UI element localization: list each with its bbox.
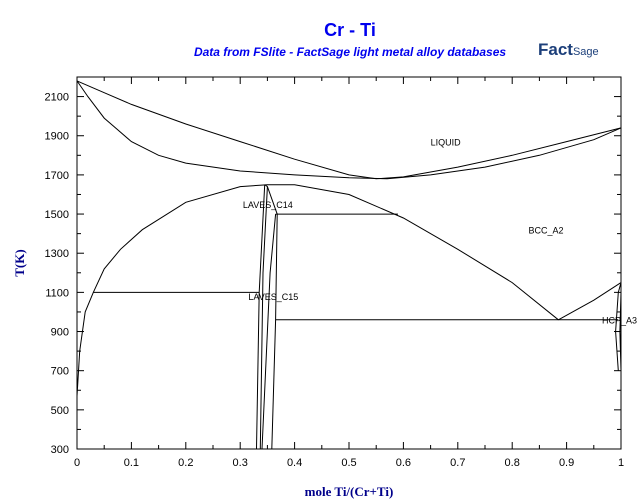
x-tick-label: 0.2 (178, 457, 193, 469)
phase-boundary (76, 184, 559, 397)
plot-frame (76, 76, 622, 450)
x-tick-label: 0.3 (233, 457, 248, 469)
phase-label: BCC_A2 (529, 226, 564, 236)
y-tick-label: 300 (51, 444, 69, 456)
y-tick-label: 1100 (45, 287, 69, 299)
x-tick-label: 0.5 (341, 457, 356, 469)
phase-boundary (271, 214, 278, 450)
y-axis-label: T(K) (12, 249, 27, 276)
chart-subtitle: Data from FSlite - FactSage light metal … (193, 45, 507, 59)
phase-boundary (264, 184, 278, 215)
y-tick-label: 1700 (45, 170, 69, 182)
x-tick-label: 0.9 (559, 457, 574, 469)
phase-label: LAVES_C15 (248, 292, 298, 302)
x-tick-label: 0 (74, 457, 80, 469)
y-tick-label: 700 (51, 366, 69, 378)
phase-boundary (76, 80, 622, 180)
phase-boundary (259, 186, 268, 450)
x-tick-label: 0.1 (124, 457, 139, 469)
x-tick-label: 1 (618, 457, 624, 469)
y-tick-label: 1900 (45, 131, 69, 143)
phase-boundary (619, 292, 622, 371)
y-tick-label: 500 (51, 405, 69, 417)
phase-boundary (256, 184, 266, 450)
y-tick-label: 1300 (45, 248, 69, 260)
phase-label: HCP_A3 (602, 316, 637, 326)
phase-boundary (261, 214, 277, 450)
y-tick-label: 2100 (45, 92, 69, 104)
x-axis-label: mole Ti/(Cr+Ti) (305, 484, 394, 499)
x-tick-label: 0.6 (396, 457, 411, 469)
chart-title: Cr - Ti (324, 20, 376, 40)
factsage-logo: FactSage (538, 40, 599, 59)
phase-label: LIQUID (431, 138, 462, 148)
x-tick-label: 0.7 (450, 457, 465, 469)
x-tick-label: 0.8 (505, 457, 520, 469)
phase-label: LAVES_C14 (243, 200, 293, 210)
y-tick-label: 1500 (45, 209, 69, 221)
phase-boundary (615, 282, 622, 371)
phase-boundary (558, 282, 622, 321)
y-tick-label: 900 (51, 327, 69, 339)
x-tick-label: 0.4 (287, 457, 302, 469)
phase-boundary (76, 80, 622, 180)
